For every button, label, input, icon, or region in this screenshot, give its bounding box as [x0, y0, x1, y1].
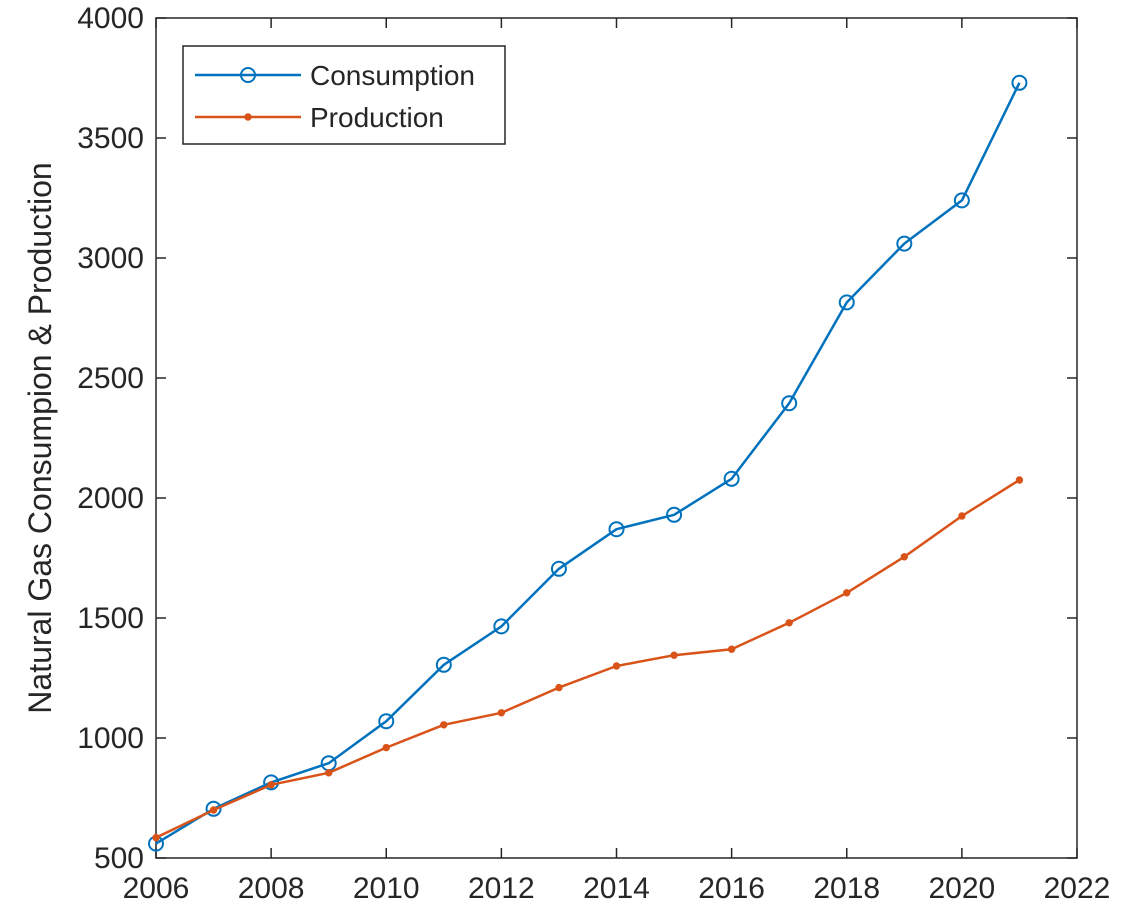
- production-point: [497, 709, 506, 717]
- y-tick-label: 4000: [77, 2, 144, 35]
- plot-frame: [155, 17, 1078, 859]
- x-tick-label: 2018: [813, 872, 880, 905]
- production-point: [727, 645, 736, 653]
- consumption-point: [838, 294, 855, 311]
- production-point: [324, 769, 333, 777]
- y-tick-label: 2000: [77, 482, 144, 515]
- production-point: [440, 721, 448, 729]
- consumption-point: [608, 521, 625, 538]
- y-tick-label: 1500: [77, 602, 144, 635]
- production-point: [209, 806, 218, 814]
- x-tick-label: 2022: [1044, 872, 1111, 905]
- consumption-point: [550, 560, 567, 577]
- legend: Consumption Production: [182, 45, 506, 145]
- consumption-point: [723, 470, 740, 487]
- y-tick-label: 3500: [77, 122, 144, 155]
- plot-area: [155, 17, 1078, 859]
- x-tick-label: 2012: [468, 872, 535, 905]
- series-consumption: [148, 74, 1028, 852]
- production-point: [267, 781, 275, 789]
- legend-item-consumption: Consumption: [195, 60, 475, 91]
- production-point: [670, 651, 678, 659]
- production-point: [152, 833, 160, 842]
- consumption-point: [1011, 74, 1028, 91]
- x-tick-label: 2006: [123, 872, 190, 905]
- legend-item-production: Production: [195, 102, 444, 133]
- consumption-point: [378, 713, 395, 730]
- production-line: [155, 478, 1021, 839]
- y-tick-label: 3000: [77, 242, 144, 275]
- y-tick-label: 500: [94, 842, 144, 875]
- production-point: [843, 589, 851, 597]
- y-tick-label: 1000: [77, 722, 144, 755]
- production-point: [785, 619, 793, 627]
- consumption-point: [435, 656, 452, 673]
- production-point: [382, 743, 390, 752]
- legend-marker: [240, 67, 256, 83]
- x-axis-ticks: 2006 2008 2010 2012 2014 2016 2018 2020 2022: [123, 18, 1111, 905]
- consumption-point: [205, 800, 222, 817]
- x-tick-label: 2014: [583, 872, 650, 905]
- y-axis-ticks: 500 1000 1500 2000 2500 3000 3500 4000: [77, 2, 1077, 875]
- legend-marker: [244, 113, 252, 121]
- production-point: [612, 662, 621, 670]
- y-axis-title: Natural Gas Consumpion & Production: [22, 162, 58, 713]
- x-tick-label: 2020: [929, 872, 996, 905]
- consumption-point: [666, 506, 683, 523]
- x-tick-label: 2016: [698, 872, 765, 905]
- production-point: [1015, 476, 1024, 484]
- consumption-line: [155, 82, 1021, 845]
- x-tick-label: 2010: [353, 872, 420, 905]
- x-tick-label: 2008: [238, 872, 305, 905]
- production-point: [900, 553, 909, 561]
- legend-label: Consumption: [310, 60, 475, 91]
- series-production: [152, 476, 1024, 842]
- production-point: [555, 683, 563, 692]
- consumption-point: [493, 618, 510, 635]
- consumption-point: [896, 235, 913, 252]
- y-tick-label: 2500: [77, 362, 144, 395]
- series-layer: [148, 74, 1028, 852]
- production-point: [958, 512, 966, 520]
- legend-box: [182, 45, 506, 145]
- legend-label: Production: [310, 102, 444, 133]
- consumption-point: [781, 395, 798, 412]
- consumption-point: [953, 192, 970, 209]
